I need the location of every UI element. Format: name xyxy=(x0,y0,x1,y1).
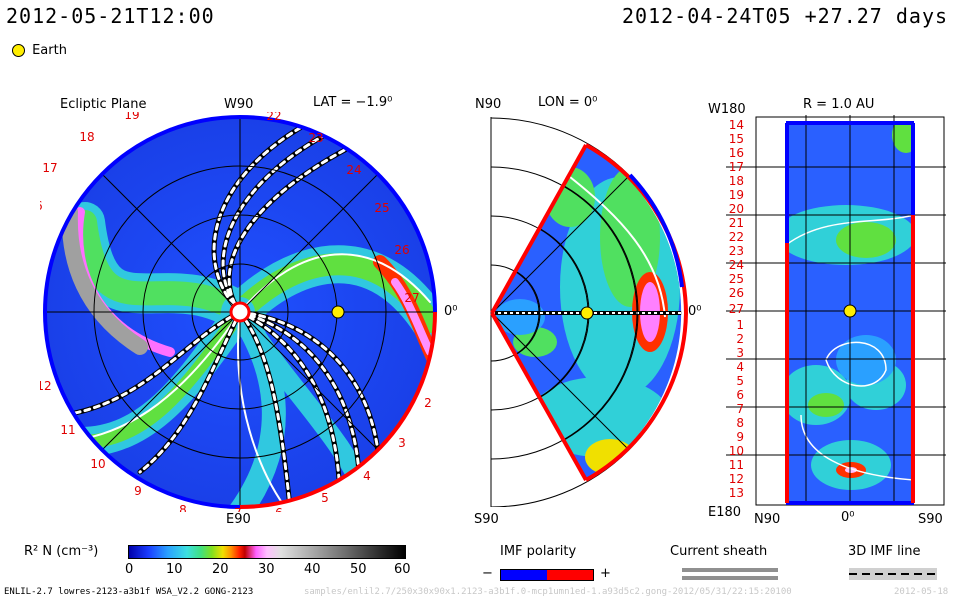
day-tick: 19 xyxy=(124,112,139,122)
colorbar-tick: 20 xyxy=(212,562,229,577)
day-tick: 10 xyxy=(729,444,744,458)
day-tick: 10 xyxy=(90,457,105,471)
day-tick: 6 xyxy=(736,388,744,402)
day-tick: 25 xyxy=(374,201,389,215)
colorbar-tick: 50 xyxy=(350,562,367,577)
run-path: samples/enlil2.7/250x30x90x1.2123-a3b1f.… xyxy=(304,587,792,597)
day-tick: 1 xyxy=(736,318,744,332)
day-tick: 14 xyxy=(729,118,744,132)
day-tick: 11 xyxy=(729,458,744,472)
imf-line-title: 3D IMF line xyxy=(848,544,921,559)
colorbar-tick: 40 xyxy=(304,562,321,577)
imf-line-swatch xyxy=(849,568,937,580)
sun-marker xyxy=(229,301,251,323)
day-tick: 8 xyxy=(179,503,187,512)
ecliptic-plane-plot: 14 15 16 17 18 19 20 21 22 23 24 25 26 2… xyxy=(40,112,437,512)
day-tick: 26 xyxy=(729,286,744,300)
ecliptic-title: Ecliptic Plane xyxy=(60,97,147,112)
ecliptic-lat-label: LAT = −1.9⁰ xyxy=(313,95,393,110)
day-tick: 4 xyxy=(736,360,744,374)
ecliptic-top-label: W90 xyxy=(224,97,254,112)
radial-x-tick: 0⁰ xyxy=(841,510,855,525)
earth-position-marker xyxy=(580,306,594,320)
imf-polarity-swatch xyxy=(500,569,594,581)
radial-bottom-left-label: E180 xyxy=(708,505,742,520)
earth-marker-icon xyxy=(12,44,25,57)
meridional-plane-plot xyxy=(490,117,688,507)
ecliptic-day-ticks: 14 15 16 17 18 19 20 21 22 23 24 25 26 2… xyxy=(40,112,432,512)
day-tick: 27 xyxy=(729,302,744,316)
day-tick: 22 xyxy=(266,112,281,123)
radial-x-tick: S90 xyxy=(918,512,943,527)
model-info: ENLIL-2.7 lowres-2123-a3b1f WSA_V2.2 GON… xyxy=(4,587,254,597)
imf-negative-swatch xyxy=(501,570,547,580)
imf-polarity-minus: − xyxy=(482,566,493,581)
day-tick: 17 xyxy=(42,161,57,175)
day-tick: 18 xyxy=(79,130,94,144)
day-tick: 3 xyxy=(398,436,406,450)
radial-top-left-label: W180 xyxy=(708,102,746,117)
day-tick: 15 xyxy=(729,132,744,146)
density-colorbar xyxy=(128,545,406,559)
imf-polarity-plus: + xyxy=(600,566,611,581)
colorbar-tick: 30 xyxy=(258,562,275,577)
simulation-datetime: 2012-05-21T12:00 xyxy=(6,4,215,28)
day-tick: 5 xyxy=(321,491,329,505)
radial-y-ticks: 14 15 16 17 18 19 20 21 22 23 24 25 26 2… xyxy=(729,118,744,500)
day-tick: 19 xyxy=(729,188,744,202)
current-sheath-title: Current sheath xyxy=(670,544,768,559)
day-tick: 20 xyxy=(729,202,744,216)
day-tick: 27 xyxy=(404,291,419,305)
day-tick: 23 xyxy=(729,244,744,258)
radial-map-plot: 14 15 16 17 18 19 20 21 22 23 24 25 26 2… xyxy=(726,115,946,506)
day-tick: 24 xyxy=(729,258,744,272)
day-tick: 12 xyxy=(729,472,744,486)
radial-x-tick: N90 xyxy=(754,512,781,527)
current-sheath-swatch xyxy=(682,568,778,580)
footer-date: 2012-05-18 xyxy=(894,587,949,597)
day-tick: 25 xyxy=(729,272,744,286)
day-tick: 21 xyxy=(729,216,744,230)
day-tick: 7 xyxy=(736,402,744,416)
earth-legend-label: Earth xyxy=(32,43,67,58)
day-tick: 4 xyxy=(363,469,371,483)
day-tick: 2 xyxy=(736,332,744,346)
day-tick: 17 xyxy=(729,160,744,174)
earth-position-marker xyxy=(843,304,857,318)
colorbar-tick: 10 xyxy=(166,562,183,577)
day-tick: 24 xyxy=(346,163,361,177)
meridional-right-label: 0⁰ xyxy=(688,304,702,319)
day-tick: 22 xyxy=(729,230,744,244)
day-tick: 6 xyxy=(275,506,283,512)
day-tick: 23 xyxy=(308,131,323,145)
day-tick: 11 xyxy=(60,423,75,437)
day-tick: 26 xyxy=(394,243,409,257)
imf-positive-swatch xyxy=(547,570,593,580)
day-tick: 8 xyxy=(736,416,744,430)
day-tick: 12 xyxy=(40,379,52,393)
day-tick: 18 xyxy=(729,174,744,188)
day-tick: 9 xyxy=(134,484,142,498)
ecliptic-bottom-label: E90 xyxy=(226,512,251,527)
radial-title: R = 1.0 AU xyxy=(803,97,875,112)
day-tick: 16 xyxy=(40,199,43,213)
day-tick: 9 xyxy=(736,430,744,444)
earth-legend: Earth xyxy=(12,40,67,59)
meridional-bottom-label: S90 xyxy=(474,512,499,527)
reference-time: 2012-04-24T05 +27.27 days xyxy=(622,4,949,28)
day-tick: 16 xyxy=(729,146,744,160)
imf-polarity-title: IMF polarity xyxy=(500,544,577,559)
ecliptic-right-label: 0⁰ xyxy=(444,304,458,319)
day-tick: 5 xyxy=(736,374,744,388)
meridional-lon-label: LON = 0⁰ xyxy=(538,95,598,110)
day-tick: 7 xyxy=(234,506,242,512)
day-tick: 2 xyxy=(424,396,432,410)
colorbar-tick: 60 xyxy=(394,562,411,577)
earth-position-marker xyxy=(331,305,345,319)
colorbar-label: R² N (cm⁻³) xyxy=(24,544,99,559)
day-tick: 3 xyxy=(736,346,744,360)
day-tick: 13 xyxy=(729,486,744,500)
colorbar-tick: 0 xyxy=(125,562,134,577)
meridional-top-label: N90 xyxy=(475,97,502,112)
